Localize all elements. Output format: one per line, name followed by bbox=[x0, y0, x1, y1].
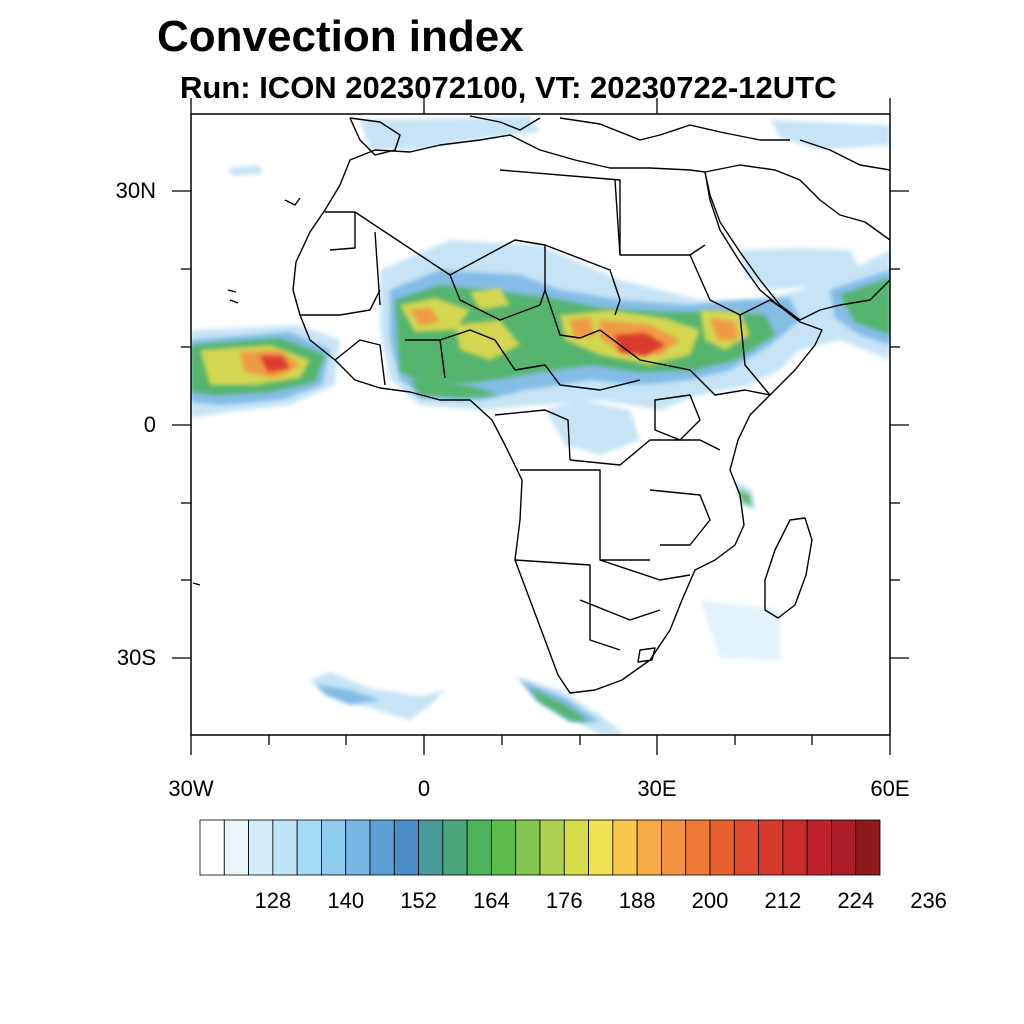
map-frame bbox=[190, 113, 891, 736]
colorbar-swatch bbox=[733, 819, 759, 876]
axis-ticks bbox=[172, 98, 909, 755]
colorbar-swatch bbox=[636, 819, 662, 876]
colorbar-swatch bbox=[272, 819, 298, 876]
lat-label-eq: 0 bbox=[143, 412, 156, 437]
colorbar-swatch bbox=[758, 819, 784, 876]
colorbar-swatch bbox=[223, 819, 249, 876]
convection-field bbox=[191, 116, 890, 735]
chart-title: Convection index bbox=[157, 12, 524, 61]
colorbar-label: 236 bbox=[910, 888, 947, 913]
run-info-subtitle: Run: ICON 2023072100, VT: 20230722-12UTC bbox=[180, 70, 837, 105]
lat-label-30n: 30N bbox=[115, 178, 156, 203]
colorbar-label: 128 bbox=[254, 888, 292, 913]
colorbar-swatch bbox=[831, 819, 857, 876]
colorbar-label: 212 bbox=[764, 888, 802, 913]
colorbar-swatch bbox=[661, 819, 687, 876]
colorbar-swatch bbox=[782, 819, 808, 876]
colorbar-swatch bbox=[491, 819, 517, 876]
colorbar-label: 224 bbox=[837, 888, 875, 913]
colorbar-swatch bbox=[539, 819, 565, 876]
colorbar bbox=[199, 819, 881, 876]
colorbar-swatch bbox=[563, 819, 589, 876]
lon-label-60e: 60E bbox=[870, 776, 910, 801]
colorbar-swatch bbox=[296, 819, 322, 876]
colorbar-swatch bbox=[345, 819, 371, 876]
colorbar-swatch bbox=[321, 819, 347, 876]
colorbar-swatch bbox=[855, 819, 881, 876]
colorbar-label: 152 bbox=[400, 888, 437, 913]
colorbar-swatch bbox=[588, 819, 614, 876]
colorbar-label: 164 bbox=[473, 888, 510, 913]
lon-label-30e: 30E bbox=[637, 776, 677, 801]
colorbar-swatch bbox=[515, 819, 541, 876]
colorbar-swatch bbox=[466, 819, 492, 876]
colorbar-swatch bbox=[612, 819, 638, 876]
colorbar-label: 188 bbox=[618, 888, 656, 913]
colorbar-swatch bbox=[393, 819, 419, 876]
coastlines-and-borders bbox=[192, 115, 890, 694]
colorbar-label: 176 bbox=[545, 888, 583, 913]
colorbar-swatch bbox=[709, 819, 735, 876]
lon-label-30w: 30W bbox=[168, 776, 214, 801]
colorbar-swatch bbox=[806, 819, 832, 876]
lon-label-0: 0 bbox=[417, 776, 431, 801]
colorbar-label: 200 bbox=[691, 888, 729, 913]
lat-label-30s: 30S bbox=[116, 645, 156, 670]
colorbar-swatch bbox=[442, 819, 468, 876]
colorbar-swatch bbox=[685, 819, 711, 876]
colorbar-swatch bbox=[199, 819, 225, 876]
colorbar-label: 140 bbox=[327, 888, 365, 913]
colorbar-swatch bbox=[369, 819, 395, 876]
colorbar-swatch bbox=[248, 819, 274, 876]
colorbar-swatch bbox=[418, 819, 444, 876]
